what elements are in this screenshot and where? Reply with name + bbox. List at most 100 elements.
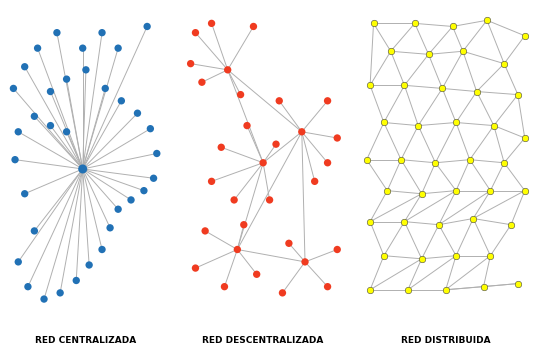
Point	[98, 30, 106, 36]
Point	[233, 247, 242, 252]
Point	[236, 92, 245, 98]
Point	[9, 86, 18, 91]
Point	[98, 247, 106, 252]
Point	[201, 228, 209, 234]
Text: RED CENTRALIZADA: RED CENTRALIZADA	[35, 336, 136, 345]
Point	[198, 80, 206, 85]
Point	[466, 157, 474, 163]
Point	[479, 284, 488, 289]
Point	[323, 98, 332, 103]
Point	[520, 33, 529, 39]
Point	[191, 265, 200, 271]
Point	[106, 225, 114, 231]
Point	[490, 123, 498, 128]
Point	[249, 24, 258, 29]
Point	[114, 206, 122, 212]
Point	[469, 216, 477, 221]
Point	[366, 219, 374, 225]
Point	[513, 92, 522, 98]
Point	[223, 67, 232, 73]
Point	[243, 123, 251, 128]
Point	[40, 296, 48, 302]
Point	[397, 157, 405, 163]
Point	[30, 113, 39, 119]
Point	[333, 135, 342, 141]
Point	[323, 160, 332, 165]
Point	[434, 222, 443, 227]
Point	[414, 123, 423, 128]
Point	[186, 61, 195, 67]
Point	[53, 30, 61, 36]
Point	[191, 30, 200, 36]
Point	[146, 126, 155, 132]
Point	[133, 111, 142, 116]
Point	[410, 20, 419, 26]
Point	[507, 222, 516, 227]
Point	[149, 175, 158, 181]
Point	[127, 197, 135, 203]
Point	[46, 89, 55, 94]
Point	[297, 129, 306, 134]
Point	[85, 262, 93, 268]
Point	[424, 51, 433, 57]
Point	[114, 45, 122, 51]
Point	[310, 178, 319, 184]
Point	[431, 160, 440, 165]
Point	[448, 24, 457, 29]
Point	[323, 284, 332, 289]
Point	[441, 287, 450, 293]
Text: RED DISTRIBUIDA: RED DISTRIBUIDA	[401, 336, 490, 345]
Point	[217, 144, 226, 150]
Point	[473, 89, 481, 94]
Point	[78, 166, 87, 172]
Point	[417, 256, 426, 262]
Point	[207, 178, 216, 184]
Point	[275, 98, 284, 103]
Point	[62, 129, 71, 134]
Point	[240, 222, 248, 227]
Point	[285, 240, 293, 246]
Point	[383, 188, 391, 194]
Point	[366, 82, 374, 88]
Point	[438, 86, 447, 91]
Point	[143, 24, 151, 29]
Point	[62, 76, 71, 82]
Point	[207, 20, 216, 26]
Point	[366, 287, 374, 293]
Point	[252, 271, 261, 277]
Point	[500, 160, 509, 165]
Point	[82, 67, 90, 73]
Point	[33, 45, 42, 51]
Text: RED DESCENTRALIZADA: RED DESCENTRALIZADA	[202, 336, 324, 345]
Point	[387, 49, 395, 54]
Point	[56, 290, 64, 296]
Point	[46, 123, 55, 128]
Point	[20, 191, 29, 196]
Point	[380, 253, 388, 258]
Point	[333, 247, 342, 252]
Point	[14, 129, 23, 134]
Point	[400, 82, 409, 88]
Point	[11, 157, 19, 163]
Point	[153, 151, 161, 156]
Point	[500, 61, 509, 67]
Point	[513, 281, 522, 287]
Point	[362, 157, 371, 163]
Point	[24, 284, 32, 289]
Point	[380, 120, 388, 125]
Point	[20, 64, 29, 70]
Point	[259, 160, 267, 165]
Point	[369, 20, 378, 26]
Point	[78, 45, 87, 51]
Point	[483, 18, 491, 23]
Point	[14, 259, 23, 265]
Point	[265, 197, 274, 203]
Point	[400, 219, 409, 225]
Point	[452, 188, 460, 194]
Point	[452, 120, 460, 125]
Point	[486, 253, 495, 258]
Point	[117, 98, 126, 103]
Point	[140, 188, 148, 194]
Point	[101, 86, 110, 91]
Point	[220, 284, 229, 289]
